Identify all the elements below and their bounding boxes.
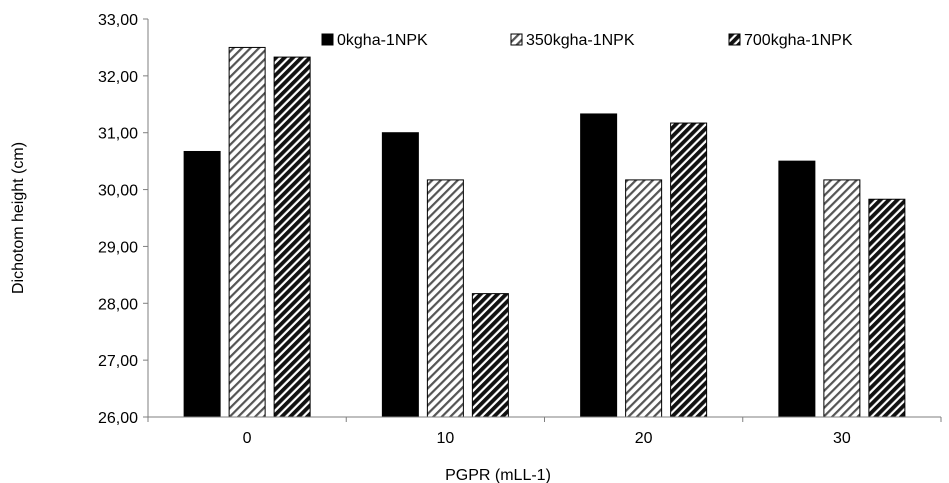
y-tick-label: 33,00 bbox=[98, 12, 138, 29]
legend-label-2: 350kgha-1NPK bbox=[526, 32, 635, 49]
bar-2-10 bbox=[426, 179, 464, 418]
x-tick-label: 0 bbox=[243, 430, 252, 447]
y-tick-label: 26,00 bbox=[98, 410, 138, 427]
legend-swatch-3 bbox=[728, 33, 741, 46]
x-tick-label: 10 bbox=[436, 430, 454, 447]
bar-3-20 bbox=[670, 122, 708, 418]
bar-3-30 bbox=[868, 198, 906, 418]
y-tick-label: 32,00 bbox=[98, 69, 138, 86]
plot-area bbox=[183, 46, 906, 418]
bar-1-0 bbox=[183, 150, 221, 418]
bar-2-20 bbox=[625, 179, 663, 418]
axes: 0 10 20 30 26,00 27,00 28,00 29,00 30,00 31,00 32,… bbox=[98, 12, 942, 447]
y-tick-label: 27,00 bbox=[98, 353, 138, 370]
y-axis-title: Dichotom height (cm) bbox=[10, 142, 27, 294]
bar-1-30 bbox=[778, 160, 816, 418]
x-tick-label: 20 bbox=[635, 430, 653, 447]
bar-3-0 bbox=[273, 56, 311, 418]
x-axis-title: PGPR (mLL-1) bbox=[445, 467, 551, 483]
x-tick-label: 30 bbox=[833, 430, 851, 447]
y-tick-label: 30,00 bbox=[98, 183, 138, 200]
legend-label-1: 0kgha-1NPK bbox=[337, 32, 428, 49]
legend: 0kgha-1NPK 350kgha-1NPK 700kgha-1NPK bbox=[321, 32, 853, 49]
bar-2-30 bbox=[823, 179, 861, 418]
y-tick-label: 28,00 bbox=[98, 296, 138, 313]
y-tick-label: 29,00 bbox=[98, 239, 138, 256]
bar-1-10 bbox=[381, 132, 419, 418]
legend-label-3: 700kgha-1NPK bbox=[744, 32, 853, 49]
bar-1-20 bbox=[580, 113, 618, 418]
y-tick-label: 31,00 bbox=[98, 126, 138, 143]
bar-3-10 bbox=[471, 293, 509, 418]
legend-swatch-1 bbox=[321, 33, 334, 46]
legend-swatch-2 bbox=[510, 33, 523, 46]
bar-2-0 bbox=[228, 46, 266, 418]
